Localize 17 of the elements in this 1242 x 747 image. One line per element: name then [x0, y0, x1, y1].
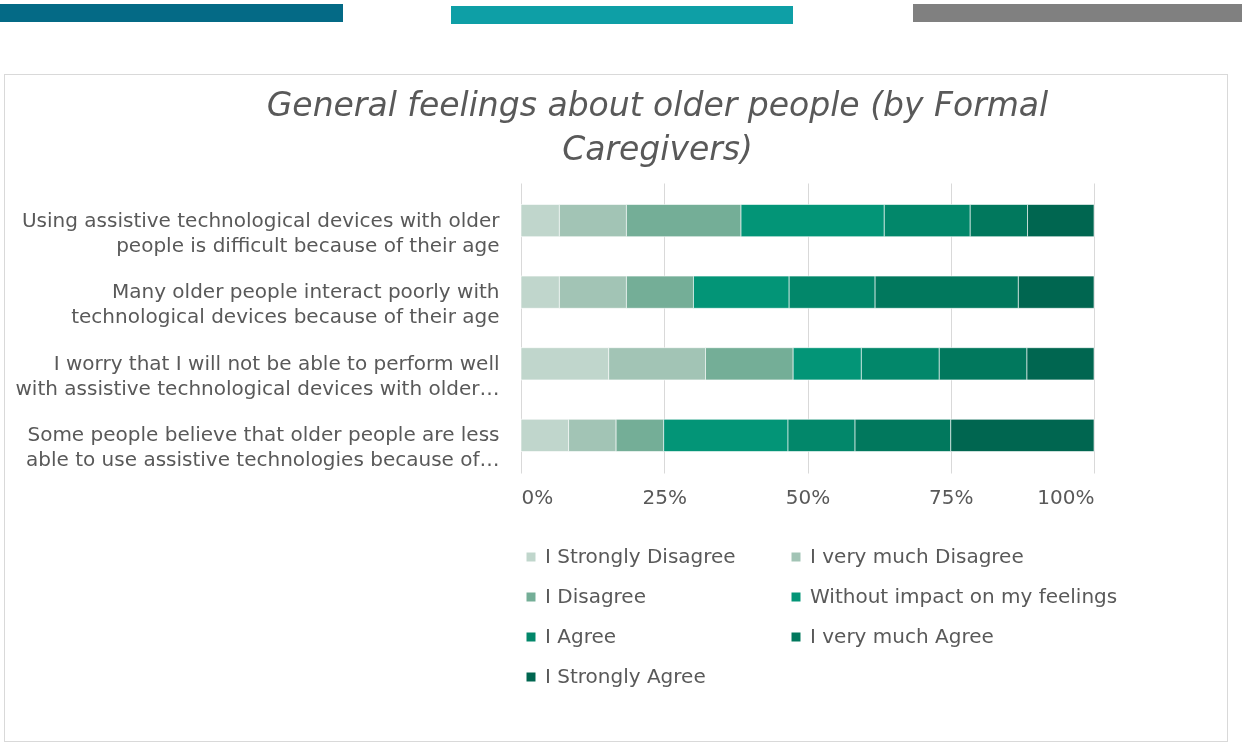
legend-label: I very much Agree: [810, 624, 994, 648]
legend-label: I Agree: [545, 624, 617, 648]
x-tick-label: 100%: [1037, 484, 1095, 509]
legend-label: I Disagree: [545, 584, 646, 608]
legend-label: I very much Disagree: [810, 544, 1024, 568]
y-tick-label: Using assistive technological devices with older people is difficult because of their age: [21, 207, 501, 257]
x-tick-label: 25%: [642, 484, 687, 509]
legend-label: Without impact on my feelings: [810, 584, 1118, 608]
legend-label: I Strongly Agree: [545, 664, 706, 688]
x-tick-label: 50%: [785, 484, 831, 509]
y-tick-label: Some people believe that older people are less able to use assistive technologies because of…: [26, 422, 500, 472]
y-tick-label: Many older people interact poorly with technological devices because of their age: [71, 279, 500, 329]
chart-title: General feelings about older people (by Formal Caregivers): [266, 85, 1049, 168]
x-tick-label: 75%: [929, 484, 974, 509]
y-tick-label: I worry that I will not be able to perform well with assistive technological devices with older…: [15, 350, 500, 400]
legend-label: I Strongly Disagree: [545, 544, 736, 568]
x-tick-label: 0%: [521, 484, 554, 509]
